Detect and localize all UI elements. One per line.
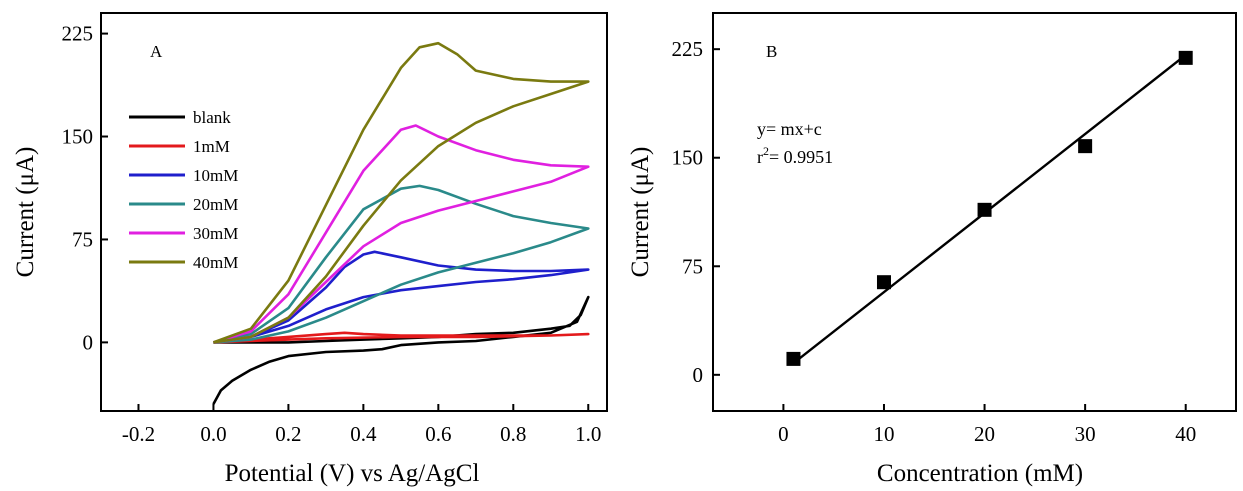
x-tick-label: 0.6: [425, 422, 451, 446]
x-tick-label: 40: [1175, 422, 1196, 446]
r-superscript: 2: [763, 144, 769, 158]
cv-curve-2: [213, 250, 590, 344]
panel-b-letter: B: [766, 42, 777, 61]
panel-b-y-axis-title: Current (μA): [627, 147, 654, 278]
x-tick-label: 0.2: [275, 422, 301, 446]
panel-b-x-ticks: 0 10 20 30 40: [778, 404, 1196, 446]
x-tick-label: 0.0: [200, 422, 226, 446]
legend-label: 10mM: [193, 166, 238, 185]
panel-a-x-ticks: -0.2 0.0 0.2 0.4 0.6 0.8 1.0: [122, 404, 601, 446]
panel-b-plot-frame: [712, 12, 1237, 412]
y-tick-label: 150: [672, 146, 704, 170]
data-point: [1178, 50, 1193, 65]
legend-label: 30mM: [193, 224, 238, 243]
r-squared-label: r2= 0.9951: [757, 144, 833, 167]
x-tick-label: 10: [873, 422, 894, 446]
panel-a-y-ticks: 0 75 150 225: [62, 22, 108, 354]
y-tick-label: 150: [62, 125, 94, 149]
y-tick-label: 0: [693, 363, 704, 387]
data-point: [876, 275, 891, 290]
r-symbol: r: [757, 147, 763, 167]
data-point: [977, 202, 992, 217]
y-tick-label: 225: [672, 37, 704, 61]
panel-a-letter: A: [150, 42, 163, 61]
legend-label: 40mM: [193, 253, 238, 272]
x-tick-label: -0.2: [122, 422, 155, 446]
r-squared-value: = 0.9951: [769, 147, 833, 167]
x-tick-label: 20: [974, 422, 995, 446]
panel-a-plot-frame: [100, 12, 608, 412]
x-tick-label: 30: [1075, 422, 1096, 446]
panel-a-legend: blank 1mM 10mM 20mM 30mM 40mM: [129, 108, 238, 272]
y-tick-label: 75: [682, 254, 703, 278]
panel-b-x-axis-title: Concentration (mM): [877, 460, 1083, 487]
legend-label: 20mM: [193, 195, 238, 214]
cv-curve-1: [213, 331, 590, 344]
cv-curves: [212, 41, 590, 405]
panel-a-cv-chart: -0.2 0.0 0.2 0.4 0.6 0.8 1.0 0 75 150 225 A blank…: [12, 12, 608, 487]
legend-label: 1mM: [193, 137, 230, 156]
panel-b-calibration-chart: 0 10 20 30 40 0 75 150 225 B y= mx+c r2= 0.9951…: [627, 12, 1237, 487]
y-tick-label: 0: [83, 330, 94, 354]
cv-curve-5: [212, 41, 590, 344]
y-tick-label: 225: [62, 22, 94, 46]
x-tick-label: 0.8: [500, 422, 526, 446]
panel-a-y-axis-title: Current (μA): [12, 147, 39, 278]
fit-equation: y= mx+c: [757, 119, 822, 139]
y-tick-label: 75: [72, 227, 93, 251]
data-point: [786, 351, 801, 366]
legend-label: blank: [193, 108, 231, 127]
x-tick-label: 1.0: [575, 422, 601, 446]
panel-a-x-axis-title: Potential (V) vs Ag/AgCl: [225, 460, 480, 487]
cv-curve-3: [213, 184, 590, 344]
cv-curve-4: [213, 124, 590, 344]
x-tick-label: 0: [778, 422, 789, 446]
data-points: [786, 50, 1193, 366]
x-tick-label: 0.4: [350, 422, 377, 446]
cv-curve-0: [212, 295, 590, 405]
data-point: [1078, 139, 1093, 154]
panel-b-y-ticks: 0 75 150 225: [672, 37, 720, 387]
